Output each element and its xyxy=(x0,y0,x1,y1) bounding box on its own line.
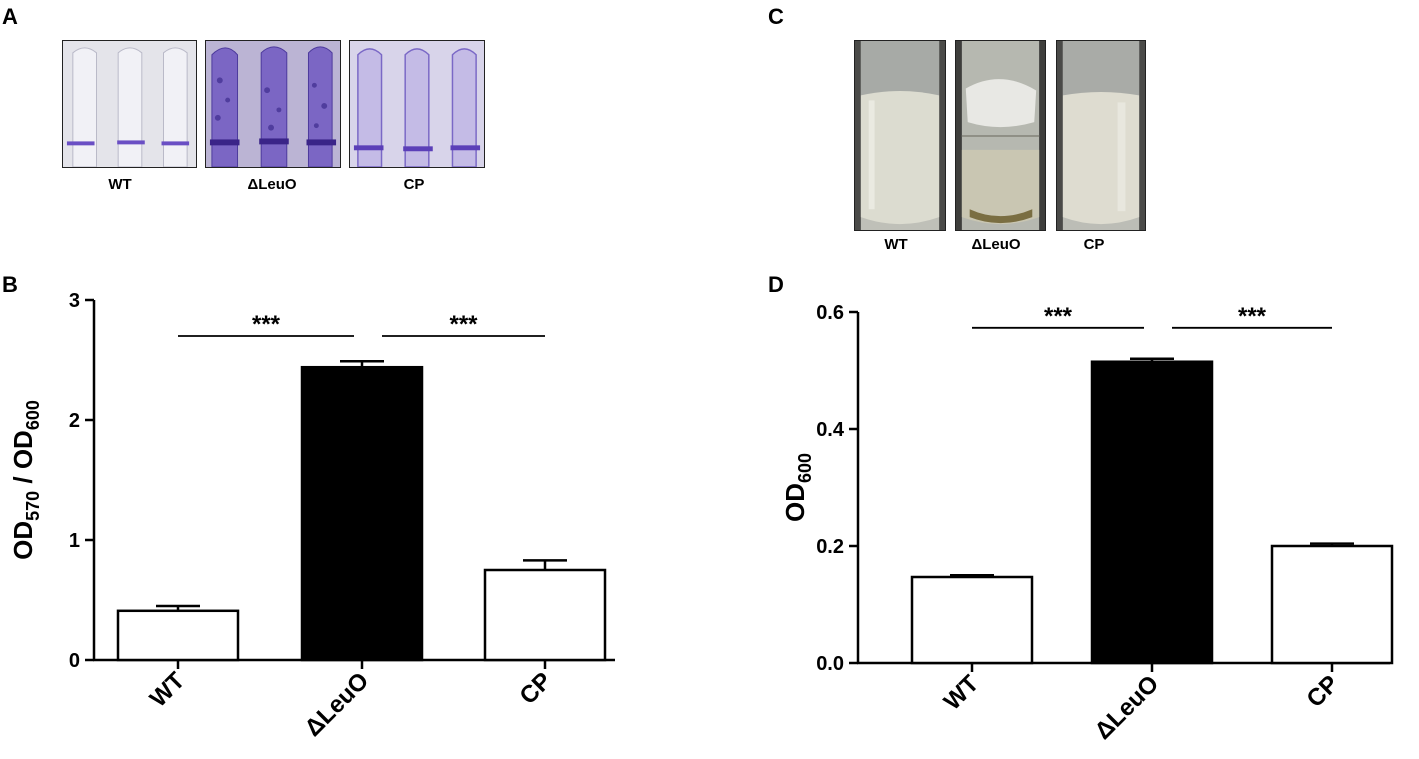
panel-letter-c: C xyxy=(768,4,784,29)
bar-0 xyxy=(910,575,1034,665)
x-tick-label: ΔLeuO xyxy=(1090,670,1165,745)
y-axis-label: OD570 / OD600 xyxy=(8,400,43,560)
photo-a-label-cp: CP xyxy=(403,176,425,193)
photo-a-cp xyxy=(349,40,485,168)
y-axis-label-sub: 600 xyxy=(23,400,43,430)
photo-a-leuo xyxy=(205,40,341,168)
y-tick-label: 1 xyxy=(69,530,80,552)
photo-c-label-leuo: ΔLeuO xyxy=(971,236,1021,253)
significance-label: *** xyxy=(449,311,478,338)
x-tick-label: CP xyxy=(515,667,558,710)
panel-letter-a: A xyxy=(2,4,18,29)
y-axis-label-part: OD xyxy=(8,521,38,560)
photo-a-wt xyxy=(62,40,197,168)
photo-c-label-wt: WT xyxy=(884,236,908,253)
photo-c-cp xyxy=(1056,40,1146,231)
photo-a-label-wt: WT xyxy=(108,176,132,193)
y-axis-label-sub: 600 xyxy=(795,453,815,483)
significance-label: *** xyxy=(1044,303,1073,330)
photo-c-leuo xyxy=(955,40,1046,231)
y-axis-label-part: OD xyxy=(8,430,38,469)
y-axis-label-sep: / xyxy=(8,469,38,491)
bar-1 xyxy=(300,365,424,662)
y-tick-label: 0.4 xyxy=(816,419,845,441)
y-tick-label: 0.2 xyxy=(816,536,844,558)
significance-label: *** xyxy=(252,311,281,338)
x-tick-label: ΔLeuO xyxy=(300,667,375,742)
x-tick-label: WT xyxy=(145,667,191,713)
panel-letter-b: B xyxy=(2,272,18,297)
panel-letter-d: D xyxy=(768,272,784,297)
y-tick-label: 2 xyxy=(69,410,80,432)
y-tick-label: 0 xyxy=(69,650,80,672)
bar-0 xyxy=(116,609,240,662)
x-tick-label: WT xyxy=(939,670,985,716)
y-axis-label-part: OD xyxy=(780,483,810,522)
y-tick-label: 3 xyxy=(69,290,80,312)
photo-c-label-cp: CP xyxy=(1083,236,1105,253)
photo-a-label-leuo: ΔLeuO xyxy=(247,176,297,193)
x-tick-label: CP xyxy=(1302,670,1345,713)
chart-d: 0.0 0.2 0.4 0.6 OD600 WT ΔLeuO CP *** *** xyxy=(780,302,1394,745)
bar-2 xyxy=(483,568,607,662)
y-tick-label: 0.6 xyxy=(816,302,844,324)
significance-label: *** xyxy=(1238,303,1267,330)
photo-c-wt xyxy=(854,40,946,231)
y-axis-label: OD600 xyxy=(780,453,815,522)
bar-1 xyxy=(1090,360,1214,665)
y-axis-label-sub: 570 xyxy=(23,491,43,521)
bar-2 xyxy=(1270,544,1394,665)
y-tick-label: 0.0 xyxy=(816,653,844,675)
